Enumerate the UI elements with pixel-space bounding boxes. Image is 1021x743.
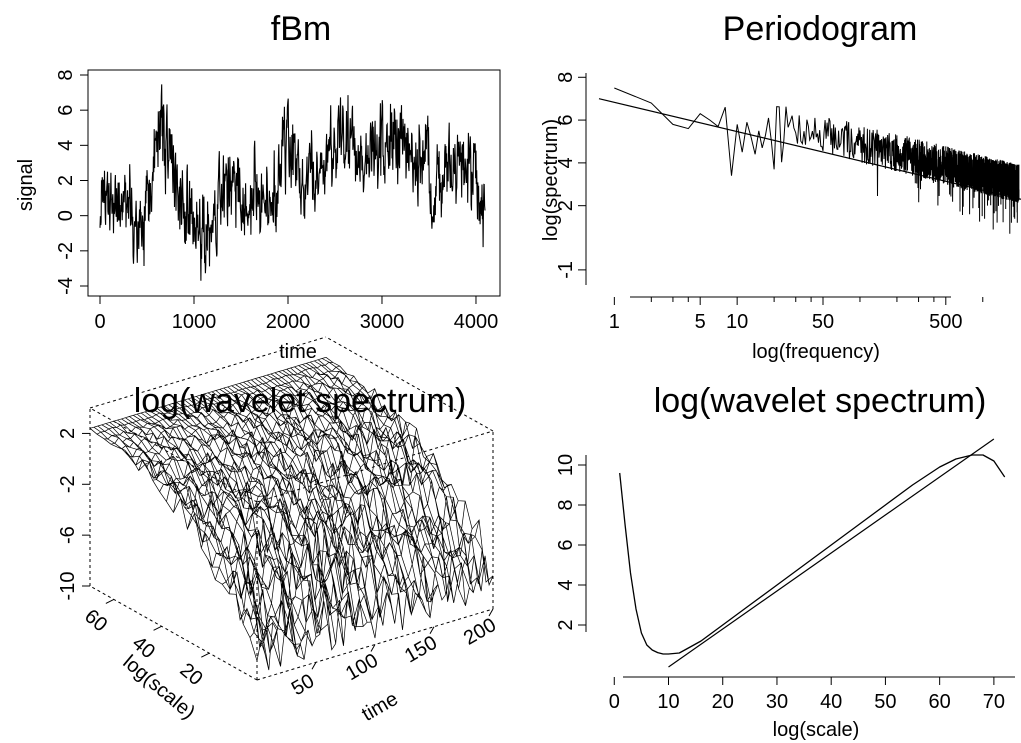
panel-wavelet-scale: log(wavelet spectrum) 0 10 20 30 40 50 60 70 2 4 6… (555, 382, 1015, 741)
wavelet-scale-x-tick-label: 10 (657, 691, 679, 713)
wavelet-scale-data-layer: 0 10 20 30 40 50 60 70 2 4 6 8 10 (555, 438, 1006, 713)
periodogram-fit-line (598, 98, 1021, 200)
fbm-x-tick-label: 0 (94, 311, 105, 333)
surface-time-tick-label: 100 (342, 649, 382, 685)
wavelet-scale-x-tick-label: 70 (983, 691, 1005, 713)
fbm-plot-frame (87, 69, 501, 297)
wavelet-scale-curve (619, 454, 1006, 655)
wavelet-scale-x-tick-label: 50 (874, 691, 896, 713)
periodogram-y-tick-label: -1 (555, 261, 577, 279)
periodogram-y-tick-label: 4 (555, 157, 577, 168)
fbm-y-tick-label: -2 (55, 242, 77, 260)
surface-time-tick-label: 50 (288, 670, 318, 700)
fbm-x-tick-label: 1000 (172, 311, 217, 333)
periodogram-x-axis-label: log(frequency) (752, 341, 880, 363)
periodogram-data-layer: 1 5 10 50 500 -1 2 4 6 8 (555, 72, 1021, 333)
surface-time-tick (488, 608, 494, 617)
fbm-y-tick-label: -4 (55, 277, 77, 295)
surface-scale-tick (105, 598, 115, 604)
surface-scale-tick (201, 652, 210, 658)
surface-z-tick-label: 2 (57, 428, 79, 439)
periodogram-x-tick-label: 50 (812, 311, 834, 333)
wavelet-scale-x-axis-label: log(scale) (773, 719, 860, 741)
surface-box-edge (256, 430, 494, 503)
fbm-title: fBm (271, 10, 331, 48)
panel-periodogram: Periodogram 1 5 10 50 500 -1 2 4 6 8 log(frequenc… (540, 10, 1021, 363)
wavelet-scale-x-tick-label: 40 (820, 691, 842, 713)
wavelet-scale-title: log(wavelet spectrum) (654, 382, 987, 420)
surface-time-tick (370, 644, 376, 652)
periodogram-y-tick-label: 8 (555, 72, 577, 83)
wavelet-scale-y-tick-label: 8 (555, 499, 577, 510)
wavelet-scale-y-tick-label: 4 (555, 579, 577, 590)
periodogram-y-tick-label: 2 (555, 200, 577, 211)
surface-scale-tick-label: 60 (80, 605, 111, 636)
wavelet-surface-time-label: time (358, 688, 402, 726)
fbm-x-axis-label: time (279, 341, 317, 363)
wavelet-scale-x-tick-label: 30 (766, 691, 788, 713)
periodogram-x-tick-label: 5 (695, 311, 706, 333)
fbm-x-tick-label: 2000 (266, 311, 311, 333)
fbm-y-tick-label: 4 (55, 140, 77, 151)
fbm-y-tick-label: 2 (55, 175, 77, 186)
periodogram-title: Periodogram (723, 10, 918, 48)
surface-scale-tick (153, 625, 162, 631)
surface-scale-tick-label: 20 (176, 659, 207, 690)
wavelet-scale-x-tick-label: 0 (609, 691, 620, 713)
surface-box-edge (89, 336, 327, 409)
periodogram-x-tick-label: 1 (609, 311, 620, 333)
wavelet-scale-fit-line (668, 438, 995, 668)
surface-box-edge (325, 336, 494, 432)
fbm-y-tick-label: 6 (55, 105, 77, 116)
periodogram-y-tick-label: 6 (555, 115, 577, 126)
fbm-y-tick-label: 0 (55, 210, 77, 221)
surface-z-tick-label: -2 (57, 475, 79, 493)
fbm-x-tick-label: 4000 (454, 311, 499, 333)
fbm-x-tick-label: 3000 (360, 311, 405, 333)
periodogram-y-axis-label: log(spectrum) (540, 119, 562, 241)
panel-fbm: fBm 0 1000 2000 3000 4000 -4 -2 0 2 4 6 8 time sign… (15, 10, 501, 363)
surface-time-tick-label: 150 (401, 632, 441, 668)
wavelet-scale-y-tick-label: 2 (555, 619, 577, 630)
surface-box-edge (89, 585, 258, 681)
surface-time-tick-label: 200 (460, 614, 500, 650)
wavelet-scale-x-tick-label: 20 (712, 691, 734, 713)
surface-box-edge (256, 608, 494, 681)
wavelet-scale-x-tick-label: 60 (929, 691, 951, 713)
surface-time-tick (429, 626, 435, 634)
periodogram-x-tick-label: 10 (726, 311, 748, 333)
surface-mesh (89, 356, 494, 671)
wavelet-scale-y-tick-label: 6 (555, 539, 577, 550)
fbm-series-line (99, 84, 486, 281)
fbm-y-axis-label: signal (15, 159, 37, 211)
fbm-data-layer: 0 1000 2000 3000 4000 -4 -2 0 2 4 6 8 (55, 69, 498, 333)
periodogram-series-line (614, 87, 1020, 234)
surface-z-tick-label: -10 (57, 572, 79, 601)
surface-time-tick (311, 662, 317, 670)
surface-z-tick-label: -6 (57, 526, 79, 544)
periodogram-x-tick-label: 500 (929, 311, 962, 333)
wavelet-scale-y-tick-label: 10 (555, 454, 577, 476)
fbm-y-tick-label: 8 (55, 69, 77, 80)
